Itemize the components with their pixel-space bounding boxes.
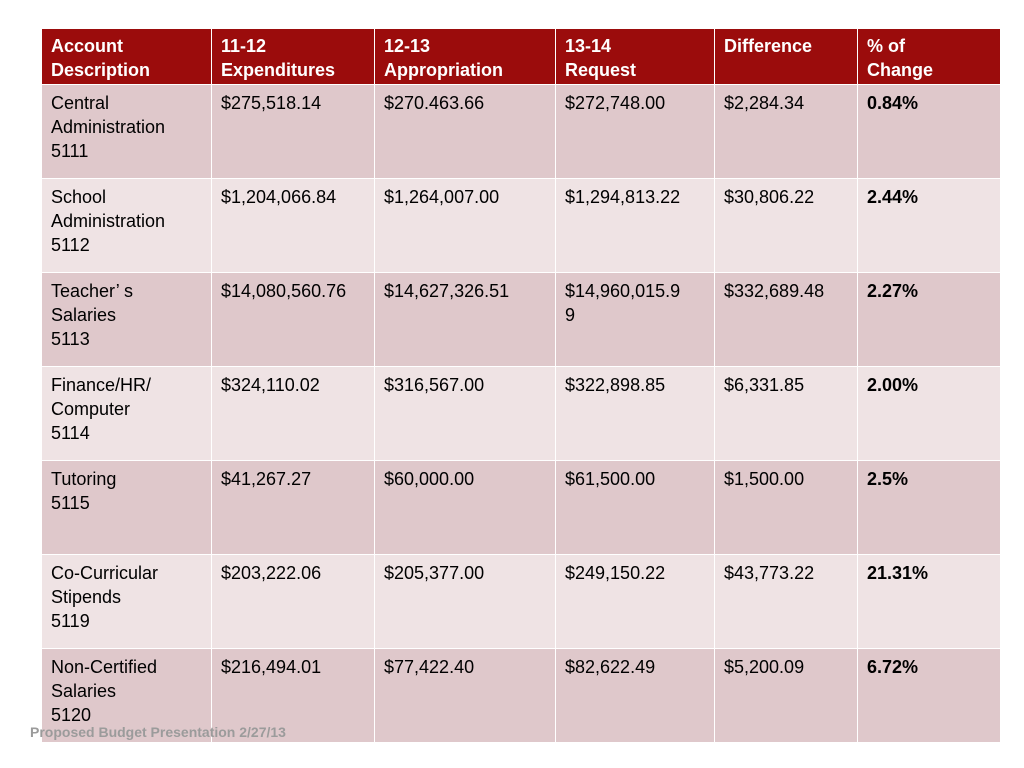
- header-appropriation: 12-13 Appropriation: [374, 28, 556, 85]
- cell-appropriation: $1,264,007.00: [374, 178, 556, 273]
- cell-appropriation: $316,567.00: [374, 366, 556, 461]
- table-row: Co-Curricular Stipends 5119 $203,222.06 …: [41, 554, 1001, 649]
- cell-expenditures: $1,204,066.84: [211, 178, 375, 273]
- cell-request: $272,748.00: [555, 84, 715, 179]
- cell-difference: $5,200.09: [714, 648, 858, 743]
- cell-request: $61,500.00: [555, 460, 715, 555]
- cell-request: $322,898.85: [555, 366, 715, 461]
- cell-expenditures: $41,267.27: [211, 460, 375, 555]
- cell-difference: $2,284.34: [714, 84, 858, 179]
- cell-expenditures: $203,222.06: [211, 554, 375, 649]
- footer-text: Proposed Budget Presentation 2/27/13: [30, 724, 286, 740]
- cell-percent-change: 2.27%: [857, 272, 1001, 367]
- cell-description: Central Administration 5111: [41, 84, 212, 179]
- cell-difference: $30,806.22: [714, 178, 858, 273]
- cell-difference: $6,331.85: [714, 366, 858, 461]
- cell-difference: $1,500.00: [714, 460, 858, 555]
- cell-request: $82,622.49: [555, 648, 715, 743]
- table-row: Finance/HR/ Computer 5114 $324,110.02 $3…: [41, 366, 1001, 461]
- cell-description: Finance/HR/ Computer 5114: [41, 366, 212, 461]
- cell-appropriation: $14,627,326.51: [374, 272, 556, 367]
- budget-table: Account Description 11-12 Expenditures 1…: [41, 28, 1001, 743]
- cell-expenditures: $216,494.01: [211, 648, 375, 743]
- cell-request: $1,294,813.22: [555, 178, 715, 273]
- cell-appropriation: $270.463.66: [374, 84, 556, 179]
- table-row: School Administration 5112 $1,204,066.84…: [41, 178, 1001, 273]
- cell-appropriation: $60,000.00: [374, 460, 556, 555]
- header-expenditures: 11-12 Expenditures: [211, 28, 375, 85]
- cell-difference: $332,689.48: [714, 272, 858, 367]
- cell-description: School Administration 5112: [41, 178, 212, 273]
- cell-request: $14,960,015.9 9: [555, 272, 715, 367]
- cell-description: Teacher’ s Salaries 5113: [41, 272, 212, 367]
- cell-description: Non-Certified Salaries 5120: [41, 648, 212, 743]
- header-row: Account Description 11-12 Expenditures 1…: [41, 28, 1001, 85]
- cell-expenditures: $275,518.14: [211, 84, 375, 179]
- cell-appropriation: $77,422.40: [374, 648, 556, 743]
- cell-appropriation: $205,377.00: [374, 554, 556, 649]
- cell-percent-change: 6.72%: [857, 648, 1001, 743]
- cell-percent-change: 2.00%: [857, 366, 1001, 461]
- table-row: Teacher’ s Salaries 5113 $14,080,560.76 …: [41, 272, 1001, 367]
- header-request: 13-14 Request: [555, 28, 715, 85]
- cell-expenditures: $14,080,560.76: [211, 272, 375, 367]
- header-account-description: Account Description: [41, 28, 212, 85]
- cell-percent-change: 0.84%: [857, 84, 1001, 179]
- cell-difference: $43,773.22: [714, 554, 858, 649]
- cell-percent-change: 21.31%: [857, 554, 1001, 649]
- cell-request: $249,150.22: [555, 554, 715, 649]
- header-difference: Difference: [714, 28, 858, 85]
- cell-expenditures: $324,110.02: [211, 366, 375, 461]
- cell-percent-change: 2.5%: [857, 460, 1001, 555]
- cell-description: Co-Curricular Stipends 5119: [41, 554, 212, 649]
- table-row: Tutoring 5115 $41,267.27 $60,000.00 $61,…: [41, 460, 1001, 555]
- cell-description: Tutoring 5115: [41, 460, 212, 555]
- table-row: Central Administration 5111 $275,518.14 …: [41, 84, 1001, 179]
- header-percent-change: % of Change: [857, 28, 1001, 85]
- table-row: Non-Certified Salaries 5120 $216,494.01 …: [41, 648, 1001, 743]
- cell-percent-change: 2.44%: [857, 178, 1001, 273]
